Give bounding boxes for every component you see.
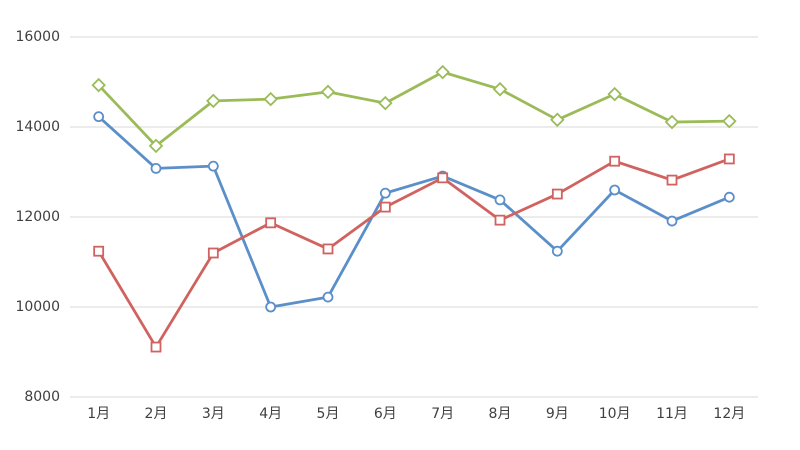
x-tick-label: 6月 — [374, 406, 397, 422]
marker — [150, 162, 162, 174]
x-tick-label: 5月 — [317, 406, 340, 422]
x-tick-label: 3月 — [202, 406, 225, 422]
marker — [437, 172, 449, 184]
marker — [150, 341, 162, 353]
marker — [148, 138, 164, 154]
marker — [664, 114, 680, 130]
marker — [550, 112, 565, 128]
marker — [206, 93, 221, 109]
marker — [666, 215, 678, 227]
marker — [435, 64, 450, 80]
marker — [666, 174, 678, 186]
x-tick-label: 9月 — [546, 406, 569, 422]
x-tick-label: 11月 — [656, 406, 688, 422]
y-tick-label: 8000 — [24, 389, 60, 405]
marker — [207, 247, 219, 259]
marker — [320, 84, 336, 100]
marker — [609, 184, 621, 196]
series-line — [97, 115, 730, 309]
marker — [322, 243, 334, 255]
y-tick-label: 14000 — [15, 119, 60, 135]
y-tick-label: 10000 — [15, 299, 60, 315]
marker — [551, 245, 563, 257]
x-tick-label: 10月 — [599, 406, 631, 422]
marker — [93, 111, 105, 123]
x-tick-label: 2月 — [145, 406, 168, 422]
marker — [93, 245, 105, 257]
marker — [379, 187, 391, 199]
marker — [265, 217, 277, 229]
y-tick-label: 16000 — [15, 29, 60, 45]
x-tick-label: 7月 — [431, 406, 454, 422]
marker — [91, 77, 106, 93]
marker — [494, 194, 506, 206]
series-line — [97, 157, 730, 349]
marker — [379, 201, 391, 213]
marker — [494, 214, 506, 226]
marker — [492, 81, 508, 97]
x-tick-label: 12月 — [713, 406, 745, 422]
x-tick-label: 4月 — [259, 406, 282, 422]
series-line — [97, 70, 730, 148]
y-tick-label: 12000 — [15, 209, 60, 225]
marker — [378, 95, 393, 111]
marker — [723, 153, 735, 165]
marker — [207, 160, 219, 172]
marker — [551, 188, 563, 200]
marker — [263, 91, 278, 107]
marker — [265, 301, 277, 313]
marker — [723, 191, 735, 203]
marker — [322, 291, 334, 303]
marker — [609, 155, 621, 167]
marker — [722, 113, 737, 129]
x-tick-label: 1月 — [87, 406, 110, 422]
x-tick-label: 8月 — [489, 406, 512, 422]
marker — [607, 86, 622, 102]
